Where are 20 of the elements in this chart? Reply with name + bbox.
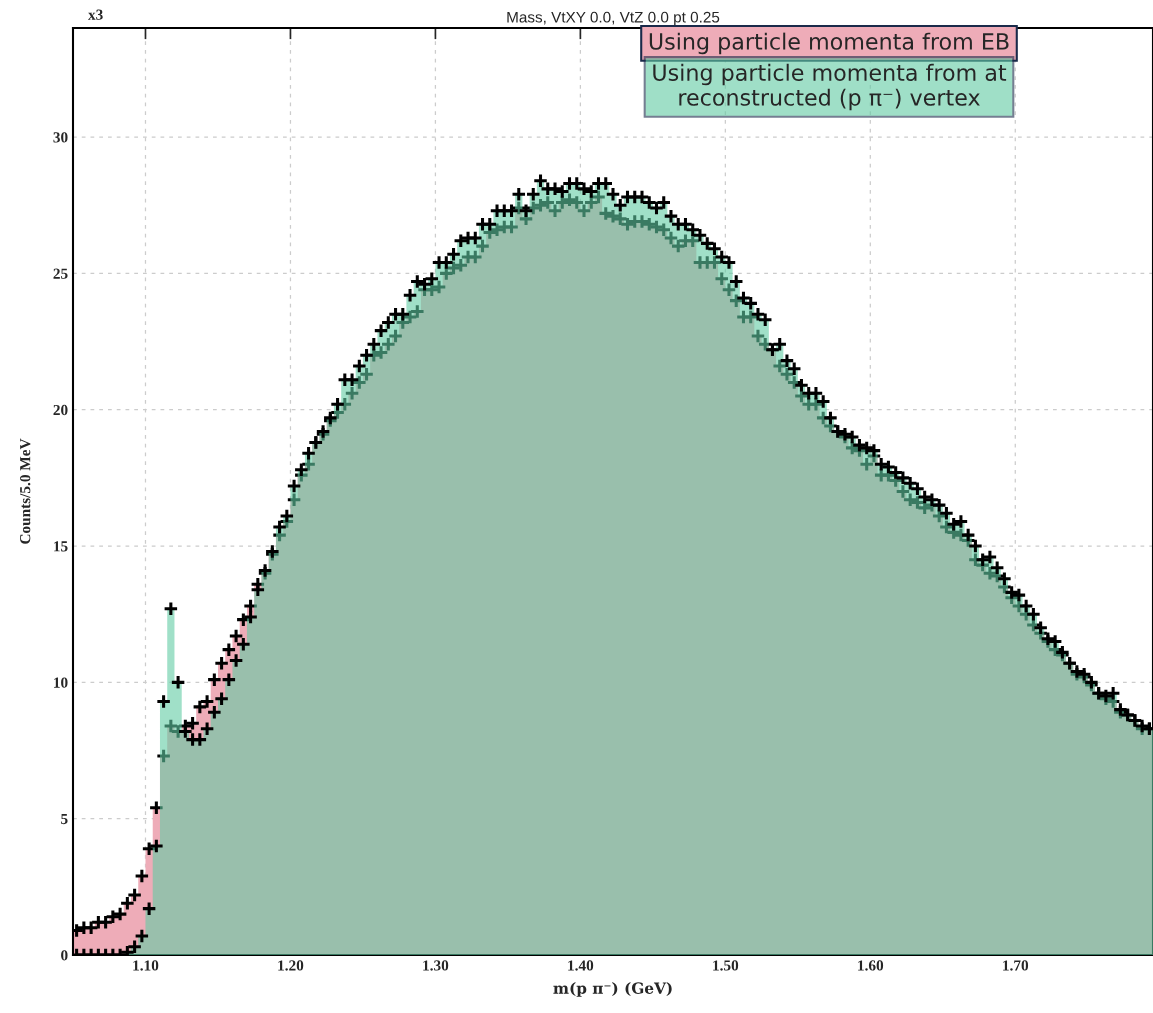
x-tick-label: 1.30 (423, 960, 449, 971)
chart-title: Mass, VtXY 0.0, VtZ 0.0 pt 0.25 (507, 11, 720, 26)
x-axis-title: m(p π⁻) (GeV) (553, 982, 672, 997)
y-tick-label: 20 (53, 404, 68, 416)
text: Using particle momenta from EB (649, 32, 1009, 55)
x-tick-label: 1.40 (568, 960, 594, 971)
y-tick-label: 30 (53, 132, 68, 143)
x-tick-label: 1.60 (858, 960, 884, 971)
x-tick-label: 1.50 (713, 960, 739, 971)
text: Using particle momenta from at reconstructed (p π⁻) vertex (653, 63, 1007, 111)
x-tick-label: 1.10 (133, 960, 159, 971)
x-tick-label: 1.20 (278, 960, 304, 971)
y-tick-label: 10 (54, 677, 68, 688)
y-axis-title: Counts/5.0 MeV (20, 438, 31, 544)
text: x3 (88, 9, 103, 20)
y-tick-label: 15 (54, 541, 68, 552)
x-tick-label: 1.70 (1003, 960, 1029, 971)
y-tick-label: 0 (61, 950, 68, 961)
y-tick-label: 25 (53, 268, 68, 279)
y-tick-label: 5 (61, 813, 68, 825)
